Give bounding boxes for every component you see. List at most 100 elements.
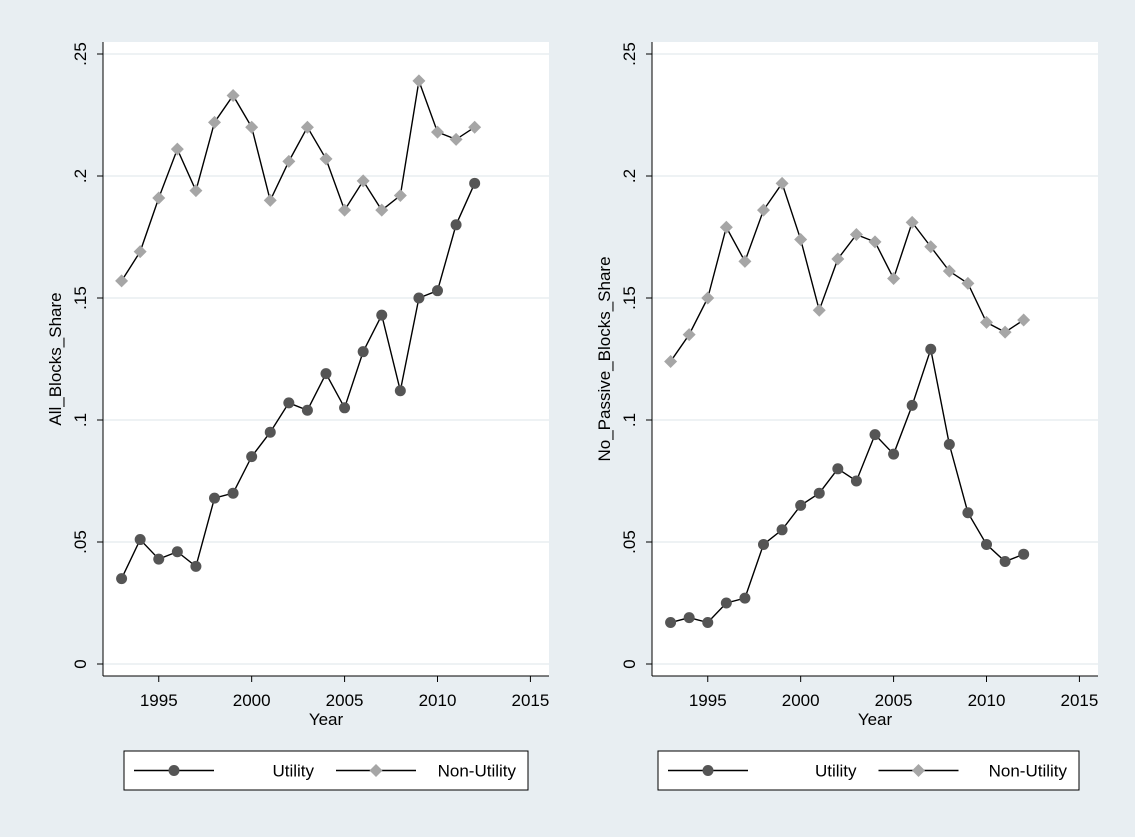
- data-point-utility: [776, 524, 788, 536]
- data-point-non-utility: [1017, 313, 1031, 327]
- data-point-utility: [432, 285, 443, 297]
- data-point-non-utility: [449, 132, 463, 146]
- x-axis-title: Year: [858, 710, 893, 729]
- x-tick-label: 2000: [233, 691, 271, 710]
- x-tick-label: 2010: [419, 691, 457, 710]
- y-tick-label: .25: [71, 42, 90, 66]
- data-point-utility: [413, 292, 425, 304]
- data-point-utility: [758, 538, 769, 550]
- y-tick-label: .2: [71, 169, 90, 183]
- data-point-non-utility: [812, 303, 826, 317]
- y-tick-label: .05: [71, 530, 90, 554]
- x-tick-label: 2005: [875, 691, 913, 710]
- data-point-utility: [1018, 548, 1030, 560]
- legend-label: Utility: [815, 762, 857, 781]
- data-point-non-utility: [208, 115, 221, 129]
- y-tick-label: .15: [71, 286, 90, 310]
- data-point-utility: [869, 429, 881, 441]
- x-tick-label: 1995: [140, 691, 178, 710]
- data-point-utility: [190, 560, 202, 572]
- data-point-utility: [376, 309, 388, 321]
- data-point-non-utility: [831, 252, 845, 266]
- data-point-utility: [283, 397, 295, 409]
- x-tick-label: 2015: [1061, 691, 1099, 710]
- data-point-non-utility: [701, 291, 715, 305]
- data-point-utility: [450, 219, 462, 231]
- data-point-non-utility: [664, 354, 678, 368]
- data-point-non-utility: [152, 191, 166, 205]
- data-point-non-utility: [263, 193, 277, 207]
- data-point-non-utility: [245, 120, 259, 134]
- data-point-non-utility: [794, 232, 808, 246]
- y-tick-label: .1: [620, 413, 639, 427]
- plot-area: [103, 42, 549, 676]
- data-point-utility: [832, 463, 844, 475]
- data-point-utility: [683, 612, 695, 624]
- legend-marker: [912, 764, 925, 777]
- data-point-non-utility: [980, 315, 993, 329]
- x-axis-title: Year: [309, 710, 344, 729]
- data-point-non-utility: [868, 235, 882, 249]
- data-point-non-utility: [170, 142, 184, 156]
- data-point-utility: [264, 426, 276, 438]
- data-point-non-utility: [412, 74, 426, 88]
- data-point-non-utility: [189, 184, 203, 198]
- data-point-utility: [665, 617, 677, 629]
- data-point-utility: [227, 487, 239, 499]
- data-point-utility: [209, 492, 220, 504]
- data-point-utility: [469, 177, 481, 189]
- data-point-non-utility: [849, 228, 863, 242]
- data-point-utility: [134, 534, 146, 546]
- legend-label: Utility: [272, 762, 314, 781]
- data-point-utility: [301, 404, 313, 416]
- data-point-utility: [339, 402, 351, 414]
- legend-marker: [369, 764, 383, 777]
- legend-label: Non-Utility: [989, 762, 1068, 781]
- x-tick-label: 2005: [326, 691, 364, 710]
- data-point-non-utility: [905, 215, 919, 229]
- data-point-utility: [850, 475, 862, 487]
- data-point-non-utility: [375, 203, 389, 217]
- y-tick-label: 0: [71, 659, 90, 668]
- series-line-non-utility: [120, 78, 476, 282]
- legend-marker: [702, 765, 714, 776]
- data-point-utility: [795, 499, 807, 511]
- data-point-utility: [962, 507, 974, 519]
- data-point-non-utility: [961, 276, 975, 290]
- data-point-utility: [116, 573, 128, 585]
- data-point-utility: [813, 487, 825, 499]
- data-point-non-utility: [431, 125, 444, 139]
- data-point-utility: [702, 617, 714, 629]
- data-point-non-utility: [282, 154, 296, 168]
- y-tick-label: 0: [620, 659, 639, 668]
- data-point-utility: [906, 399, 918, 411]
- left-chart-panel: 0 .05 .1 .15 .2 .25 1995 2000 2005 2010 2015 Year Al…: [46, 42, 549, 791]
- data-point-non-utility: [682, 328, 696, 342]
- right-chart-panel: 0 .05 .1 .15 .2 .25 1995 2000 2005 2010 2015 Year No…: [595, 42, 1099, 791]
- y-axis-title: No_Passive_Blocks_Share: [595, 256, 614, 461]
- data-point-non-utility: [468, 120, 482, 134]
- data-point-utility: [394, 385, 406, 397]
- data-point-utility: [171, 546, 183, 558]
- x-tick-label: 2000: [782, 691, 820, 710]
- plot-area: [652, 42, 1098, 676]
- data-point-utility: [999, 556, 1011, 568]
- x-tick-label: 1995: [689, 691, 727, 710]
- data-point-utility: [320, 368, 332, 380]
- data-point-non-utility: [319, 152, 333, 166]
- legend-marker: [168, 765, 180, 776]
- data-point-utility: [153, 553, 165, 565]
- data-point-non-utility: [719, 220, 733, 234]
- data-point-non-utility: [393, 189, 407, 203]
- data-point-utility: [357, 346, 369, 358]
- data-point-non-utility: [887, 271, 901, 285]
- data-point-utility: [981, 538, 992, 550]
- data-point-non-utility: [942, 264, 956, 278]
- data-point-utility: [739, 592, 751, 604]
- data-point-non-utility: [338, 203, 352, 217]
- data-point-non-utility: [998, 325, 1012, 339]
- y-tick-label: .25: [620, 42, 639, 66]
- data-point-non-utility: [775, 176, 789, 190]
- data-point-non-utility: [757, 203, 770, 217]
- data-point-non-utility: [115, 274, 129, 288]
